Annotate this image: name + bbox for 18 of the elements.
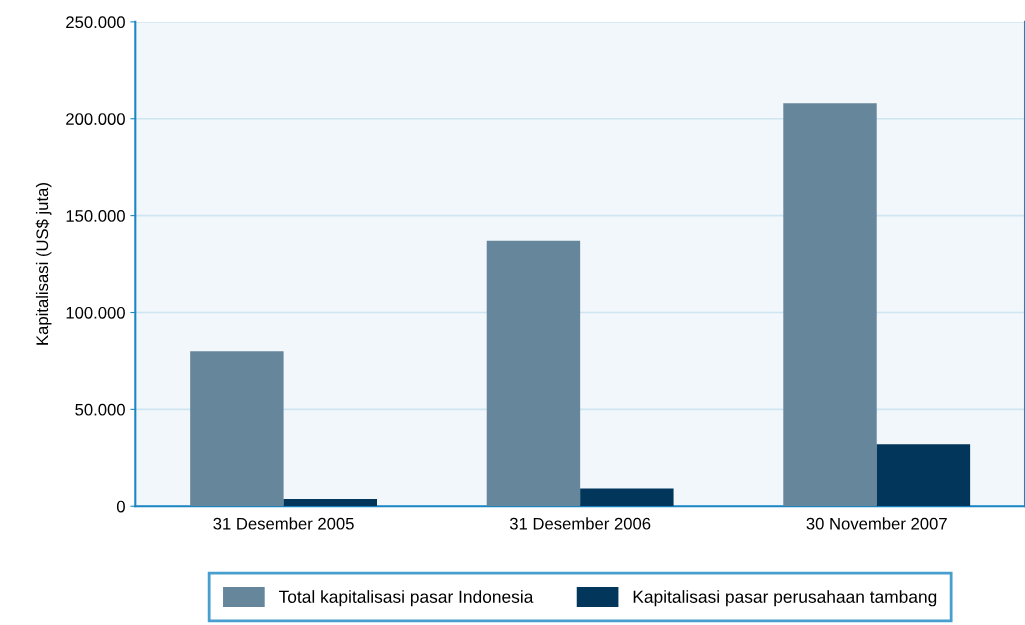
y-tick-label: 50.000: [75, 403, 125, 416]
legend-label: Total kapitalisasi pasar Indonesia: [278, 590, 534, 607]
bar: [783, 103, 877, 507]
y-axis-title: Kapitalisasi (US$ juta): [35, 183, 52, 345]
bar: [486, 240, 581, 507]
x-tick-label: 31 Desember 2006: [509, 517, 651, 530]
y-tick-label: 250.000: [66, 16, 125, 29]
bar: [580, 488, 674, 507]
bar: [876, 444, 971, 507]
x-tick-label: 31 Desember 2005: [213, 517, 354, 530]
bar: [190, 351, 284, 507]
y-tick-label: 200.000: [66, 113, 125, 125]
y-tick-label: 0: [116, 500, 125, 513]
y-tick-label: 150.000: [66, 210, 125, 222]
y-tick-label: 100.000: [66, 306, 125, 319]
bar: [283, 498, 377, 507]
legend-label: Kapitalisasi pasar perusahaan tambang: [633, 590, 937, 607]
x-tick-label: 30 November 2007: [806, 517, 947, 530]
